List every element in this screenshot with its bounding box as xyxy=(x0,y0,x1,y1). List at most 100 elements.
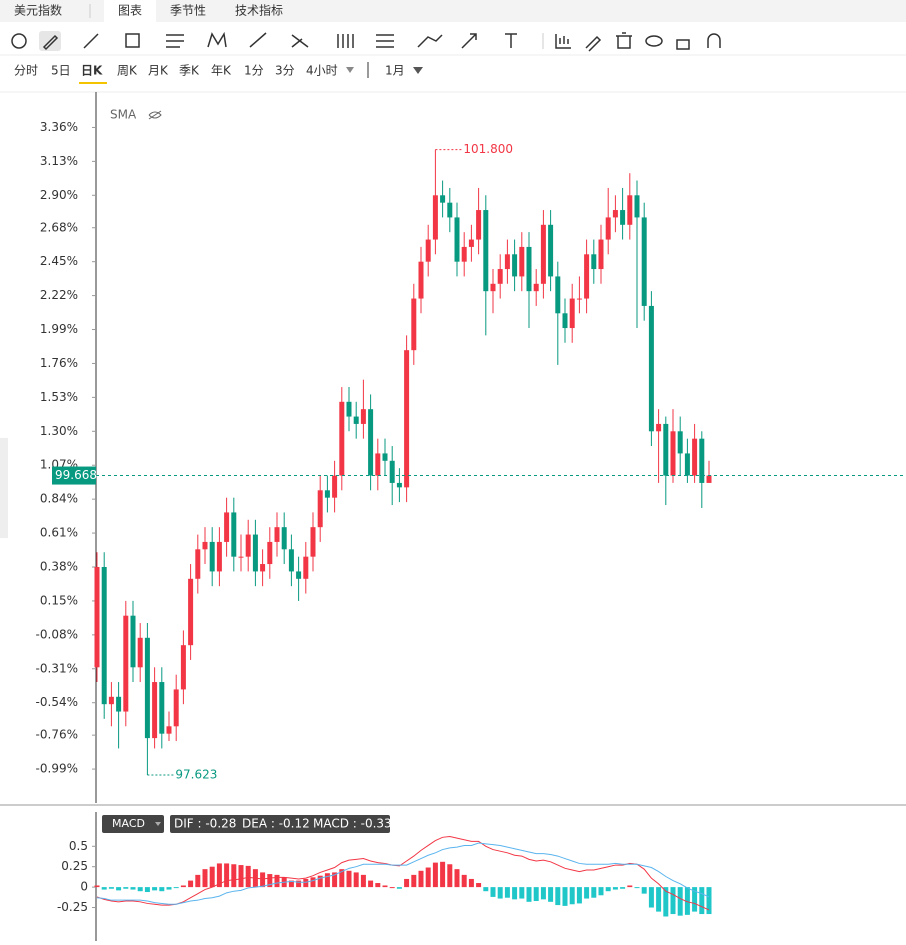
macd-bar xyxy=(670,887,676,915)
dea-line xyxy=(96,842,710,905)
candle-body xyxy=(188,578,194,646)
tool-icon[interactable] xyxy=(585,35,602,52)
period-tab[interactable]: 分时 xyxy=(14,64,38,78)
period-tab[interactable]: 年K xyxy=(211,64,232,78)
macd-badge[interactable] xyxy=(102,815,164,833)
macd-bar xyxy=(555,887,561,906)
candle-body xyxy=(576,298,582,300)
tab[interactable]: 技术指标 xyxy=(235,3,283,18)
tool-icon[interactable] xyxy=(616,32,632,49)
macd-bar xyxy=(663,887,669,917)
macd-bar xyxy=(353,872,359,888)
tool-icon[interactable] xyxy=(417,34,443,48)
period-tab[interactable]: 季K xyxy=(179,64,200,78)
tool-icon[interactable] xyxy=(676,39,690,50)
candle-body xyxy=(260,564,266,572)
tool-icon[interactable] xyxy=(42,34,59,51)
tab[interactable]: 季节性 xyxy=(170,4,206,18)
macd-bar xyxy=(648,887,654,908)
y-tick-label: 0.38% xyxy=(40,560,78,574)
period-dropdown[interactable]: 1月 xyxy=(385,64,405,78)
candle-body xyxy=(166,726,172,734)
y-tick-label: 1.30% xyxy=(40,424,78,438)
candle-body xyxy=(526,246,532,292)
y-tick-label: 0.84% xyxy=(40,492,78,506)
macd-bar xyxy=(274,874,280,888)
candle-body xyxy=(468,239,474,247)
candle-body xyxy=(360,409,366,424)
tool-icon[interactable] xyxy=(207,31,227,48)
macd-bar xyxy=(216,863,222,888)
side-handle[interactable] xyxy=(0,438,8,538)
macd-bar xyxy=(627,885,633,888)
tab[interactable]: 图表 xyxy=(118,4,142,18)
period-tab[interactable]: 5日 xyxy=(51,64,71,78)
candle-body xyxy=(692,438,698,476)
tool-icon[interactable] xyxy=(555,34,571,49)
tool-icon[interactable] xyxy=(461,33,477,49)
y-tick-label: 2.22% xyxy=(40,288,78,302)
candle-body xyxy=(123,615,129,712)
macd-bar xyxy=(303,878,309,888)
candle-body xyxy=(267,541,273,565)
tool-icon[interactable] xyxy=(83,33,99,49)
macd-bar xyxy=(267,874,273,888)
visibility-icon[interactable] xyxy=(148,110,162,120)
candle-body xyxy=(677,431,683,454)
dropdown-arrow xyxy=(155,822,161,826)
macd-bar xyxy=(173,887,179,889)
macd-bar xyxy=(360,874,366,888)
period-tab[interactable]: 4小时 xyxy=(306,64,338,78)
candle-body xyxy=(670,431,676,476)
candle-body xyxy=(209,541,215,572)
candle-body xyxy=(656,423,662,432)
tool-icon[interactable] xyxy=(337,34,354,48)
tool-icon[interactable] xyxy=(125,33,140,48)
candle-body xyxy=(533,283,539,292)
macd-bar xyxy=(123,887,129,889)
period-tab[interactable]: 1分 xyxy=(244,64,264,78)
macd-bar xyxy=(425,867,431,888)
candle-body xyxy=(648,305,654,432)
candle-body xyxy=(569,298,575,329)
tool-icon[interactable] xyxy=(11,33,27,49)
period-tab[interactable]: 月K xyxy=(148,64,169,78)
macd-name: MACD xyxy=(112,817,145,830)
dif-line xyxy=(96,835,710,911)
candle-body xyxy=(404,350,410,488)
period-tab[interactable]: 3分 xyxy=(275,64,295,78)
tool-icon[interactable] xyxy=(291,34,309,48)
macd-bar xyxy=(332,872,338,888)
macd-bar xyxy=(512,887,518,900)
tool-icon[interactable] xyxy=(376,34,394,48)
candle-body xyxy=(504,254,510,270)
macd-bar xyxy=(591,887,597,898)
candle-body xyxy=(130,615,136,668)
tab[interactable]: 美元指数 xyxy=(14,3,62,18)
period-tab[interactable]: 日K xyxy=(81,64,103,78)
last-price-label: 99.668 xyxy=(55,468,97,482)
tool-icon[interactable] xyxy=(645,35,663,47)
tool-icon[interactable] xyxy=(505,33,517,48)
period-tab[interactable]: 周K xyxy=(117,64,138,78)
macd-bar xyxy=(245,865,251,888)
candle-body xyxy=(641,217,647,306)
tool-icon[interactable] xyxy=(249,32,267,48)
macd-bar xyxy=(404,878,410,888)
candle-body xyxy=(605,217,611,240)
active-tab-bg xyxy=(104,0,156,22)
last-price-badge xyxy=(52,466,96,485)
candle-body xyxy=(159,682,165,734)
candle-body xyxy=(94,567,100,668)
macd-bar xyxy=(454,869,460,888)
candle-body xyxy=(663,423,669,476)
candle-body xyxy=(216,541,222,572)
macd-bar xyxy=(504,887,510,898)
candle-body xyxy=(195,549,201,579)
tool-icon[interactable] xyxy=(707,33,721,48)
macd-bar xyxy=(440,861,446,888)
tool-icon[interactable] xyxy=(166,34,184,48)
candle-body xyxy=(245,534,251,557)
macd-bar xyxy=(612,887,618,890)
